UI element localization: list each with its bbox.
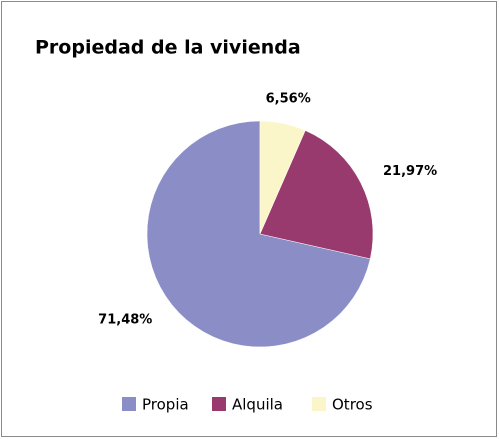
data-label: 21,97% <box>383 164 437 179</box>
pie-slice <box>259 130 374 260</box>
legend-label: Propia <box>142 396 189 414</box>
legend-swatch <box>312 397 326 411</box>
data-label: 71,48% <box>98 313 152 328</box>
pie-slice <box>146 120 371 348</box>
data-label: 6,56% <box>266 92 311 107</box>
legend-label: Otros <box>332 396 373 414</box>
legend-label: Alquila <box>232 396 283 414</box>
legend-swatch <box>212 397 226 411</box>
pie-slice <box>259 120 306 235</box>
chart-title: Propiedad de la vivienda <box>35 37 301 59</box>
legend-swatch <box>122 397 136 411</box>
